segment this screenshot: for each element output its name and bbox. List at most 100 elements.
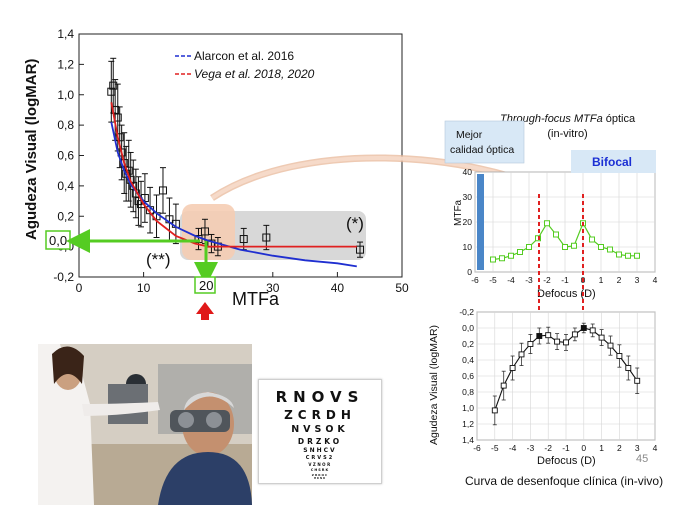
va-point [509, 365, 516, 371]
y-tick-label: 1,0 [57, 88, 74, 102]
x-tick-label: -4 [509, 443, 517, 453]
data-point [356, 245, 365, 254]
x-tick-label: -2 [543, 275, 551, 285]
x-tick-label: 3 [635, 443, 640, 453]
eye-row: NVSOK [291, 424, 349, 435]
br-y-label: Agudeza Visual (logMAR) [428, 325, 440, 445]
mtfa-point [508, 252, 514, 259]
eye-chart: RNOVS ZCRDH NVSOK DRZKO SNHCV CRVS2 VZNO… [258, 379, 382, 484]
va-point [571, 331, 578, 338]
mtfa-point [490, 256, 496, 263]
eye-row: RNOVS [275, 388, 365, 406]
x-tick-label: 3 [635, 275, 640, 285]
bottom-caption: Curva de desenfoque clínica (in-vivo) [465, 474, 664, 488]
tr-x-label: Defocus (D) [537, 288, 596, 300]
photo-illustration [38, 344, 252, 505]
slide-number: 45 [636, 453, 649, 465]
x-tick-label: 50 [395, 281, 409, 295]
title-italic: Through-focus MTFa [500, 113, 603, 125]
x-axis-label: MTFa [232, 289, 280, 309]
y-tick-label: 0,8 [57, 118, 74, 132]
y-tick-label: 0,4 [57, 179, 74, 193]
va-point [563, 339, 569, 346]
y-tick-label: 0,2 [57, 209, 74, 223]
x-tick-label: 30 [266, 281, 280, 295]
legend: Alarcon et al. 2016 Vega et al. 2018, 20… [175, 49, 315, 81]
y-tick-label: 0,2 [462, 339, 474, 349]
mtfa-point [598, 244, 604, 250]
y-tick-label: 1,0 [462, 403, 474, 413]
data-point [109, 81, 118, 90]
y-tick-label: 1,4 [462, 435, 474, 445]
title-sub: (in-vitro) [547, 128, 588, 140]
data-point [129, 181, 138, 190]
va-point [598, 334, 605, 341]
through-focus-title: Through-focus MTFa óptica (in-vitro) [500, 112, 635, 142]
y-tick-label: -0,2 [53, 270, 74, 284]
fit-line-alarcon [110, 121, 357, 268]
data-point [200, 227, 209, 236]
data-point [158, 186, 167, 195]
y-tick-label: 0,4 [462, 355, 474, 365]
va-point [527, 341, 534, 347]
va-point [589, 327, 596, 334]
clinical-photo [38, 344, 252, 505]
va-point [554, 338, 561, 345]
y-tick-label: 30 [463, 192, 473, 202]
x-tick-label: -6 [471, 275, 479, 285]
highlight-x-label: 20 [199, 278, 213, 293]
mtfa-point [589, 236, 595, 243]
va-point [518, 351, 525, 358]
y-tick-label: 20 [463, 217, 473, 227]
y-tick-label: 10 [463, 242, 473, 252]
legend-vega: Vega et al. 2018, 2020 [194, 67, 315, 81]
va-point [625, 365, 632, 371]
y-tick-label: 0,8 [462, 387, 474, 397]
eye-row: HKNR [313, 477, 327, 480]
mejor-label: Mejor calidad óptica [450, 129, 514, 156]
y-tick-label: 0,0 [462, 323, 474, 333]
br-x-label: Defocus (D) [537, 455, 596, 467]
highlight-x-box [194, 276, 216, 294]
data-point [111, 105, 120, 114]
mtfa-point [517, 249, 523, 255]
tr-y-label: MTFa [453, 199, 464, 226]
y-tick-label: 1,4 [57, 27, 74, 41]
y-axis-label: Agudeza Visual (logMAR) [23, 59, 40, 240]
x-tick-label: -3 [527, 443, 535, 453]
eye-row: ZCRDH [284, 408, 356, 422]
y-tick-label: 40 [463, 167, 473, 177]
bifocal-box [571, 150, 656, 173]
mtfa-point [571, 242, 577, 249]
x-tick-label: -5 [491, 443, 499, 453]
y-tick-label: 0,6 [57, 149, 74, 163]
eye-row: DRZKO [297, 437, 343, 446]
bifocal-label: Bifocal [592, 155, 632, 169]
x-tick-label: 10 [137, 281, 151, 295]
data-point [115, 133, 124, 142]
mtfa-point [634, 252, 640, 259]
x-tick-label: -5 [489, 275, 497, 285]
legend-alarcon: Alarcon et al. 2016 [194, 49, 294, 63]
x-tick-label: 4 [653, 275, 658, 285]
mtfa-point [499, 255, 505, 262]
x-tick-label: 0 [581, 443, 586, 453]
va-point [491, 407, 498, 414]
mtfa-point [562, 244, 568, 250]
x-tick-label: -1 [561, 275, 569, 285]
y-tick-label: 1,2 [462, 419, 474, 429]
eye-row: ZRKOC [311, 473, 329, 477]
x-tick-label: -2 [544, 443, 552, 453]
annotation-star: (*) [346, 214, 364, 233]
y-tick-label: -0,2 [459, 307, 474, 317]
x-tick-label: 2 [617, 443, 622, 453]
x-tick-label: -1 [562, 443, 570, 453]
va-point [545, 332, 552, 339]
y-tick-label: 0 [467, 267, 472, 277]
va-point [634, 377, 641, 384]
eye-row: VZNOR [308, 462, 332, 467]
highlight-y-label: 0,0 [49, 233, 67, 248]
mtfa-point [625, 252, 631, 259]
y-tick-label: 0,6 [462, 371, 474, 381]
x-tick-label: 0 [76, 281, 83, 295]
